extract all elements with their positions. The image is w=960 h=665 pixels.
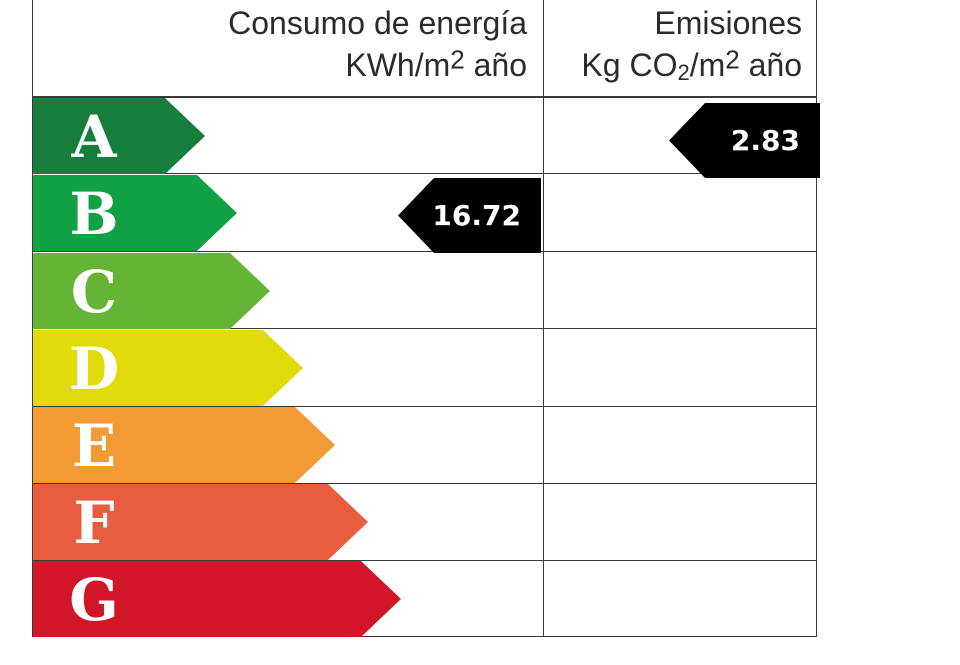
column-divider <box>543 0 544 637</box>
rating-letter-e: E <box>71 412 117 480</box>
row-divider-1 <box>32 173 817 174</box>
header-divider <box>32 96 817 98</box>
rating-letter-d: D <box>68 335 120 403</box>
rating-arrow-d <box>33 330 303 406</box>
table-border-right <box>816 0 817 637</box>
emissions-value-marker: 2.83 <box>669 103 820 178</box>
rating-letter-c: C <box>70 258 118 326</box>
rating-arrow-g <box>33 561 401 637</box>
row-divider-3 <box>32 328 817 329</box>
emissions-header-unit: Kg CO2/m2 año <box>581 44 802 85</box>
rating-letter-b: B <box>69 180 119 248</box>
emissions-column-header: Emisiones Kg CO2/m2 año <box>581 2 802 86</box>
energy-header-title: Consumo de energía <box>228 5 527 41</box>
row-divider-6 <box>32 560 817 561</box>
rating-letter-a: A <box>71 103 117 171</box>
energy-column-header: Consumo de energía KWh/m2 año <box>228 2 527 86</box>
table-border-bottom <box>32 636 817 637</box>
rating-letter-f: F <box>73 489 115 557</box>
rating-letter-g: G <box>69 566 119 634</box>
rating-arrow-a <box>33 98 205 174</box>
row-divider-5 <box>32 483 817 484</box>
energy-value-marker: 16.72 <box>398 178 541 253</box>
table-border-left <box>32 0 33 637</box>
row-divider-2 <box>32 251 817 252</box>
rating-arrow-b <box>33 175 237 251</box>
rating-arrow-e <box>33 407 335 483</box>
rating-arrow-f <box>33 484 368 560</box>
row-divider-4 <box>32 406 817 407</box>
rating-arrow-c <box>33 253 270 329</box>
emissions-header-title: Emisiones <box>654 5 802 41</box>
energy-header-unit: KWh/m2 año <box>345 44 527 83</box>
